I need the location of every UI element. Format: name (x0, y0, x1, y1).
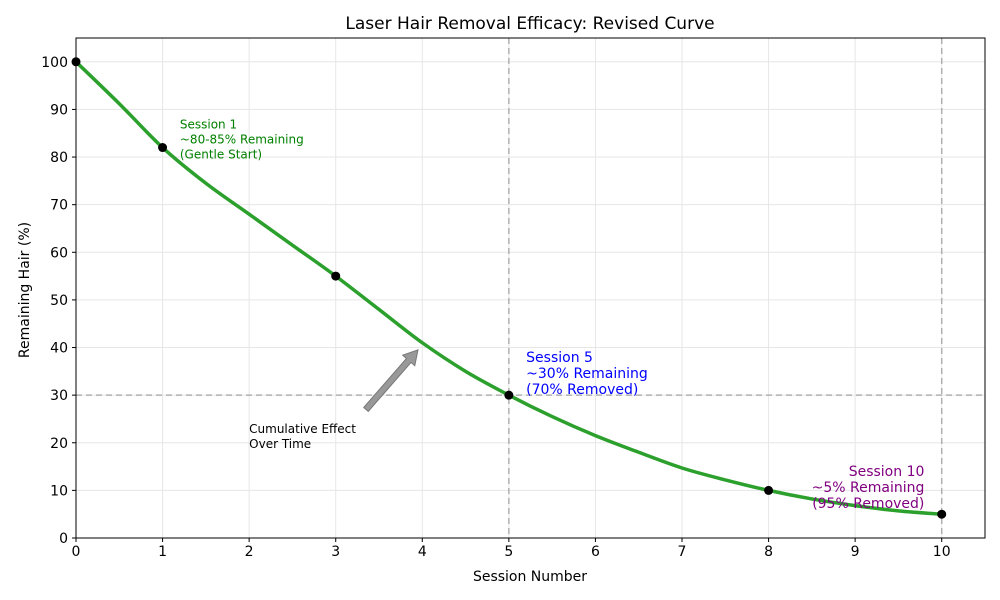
y-tick-label: 50 (50, 293, 68, 309)
x-tick-label: 9 (851, 544, 860, 560)
x-tick-label: 4 (418, 544, 427, 560)
data-point-1 (158, 143, 168, 153)
y-tick-label: 90 (50, 102, 68, 118)
annotation-line: (95% Removed) (812, 496, 924, 512)
data-point-10 (937, 509, 947, 519)
annotation-session10: Session 10 ~5% Remaining (95% Removed) (812, 464, 925, 512)
annotation-line: ~80-85% Remaining (180, 132, 304, 146)
x-axis-ticks: 0 1 2 3 4 5 6 7 8 9 10 (72, 538, 951, 560)
y-tick-label: 70 (50, 198, 68, 214)
y-axis-ticks: 0 10 20 30 40 50 60 70 80 90 100 (41, 55, 76, 547)
data-point-3 (331, 271, 341, 281)
annotation-line: Session 1 (180, 117, 237, 131)
y-tick-label: 60 (50, 245, 68, 261)
annotation-line: (70% Removed) (526, 382, 638, 398)
annotation-session5: Session 5 ~30% Remaining (70% Removed) (526, 350, 648, 398)
annotation-line: ~30% Remaining (526, 366, 648, 382)
grid (75, 38, 985, 539)
annotation-cumulative: Cumulative Effect Over Time (249, 422, 356, 451)
x-tick-label: 2 (245, 544, 254, 560)
y-axis-label: Remaining Hair (%) (17, 222, 33, 358)
x-tick-label: 5 (504, 544, 513, 560)
chart-title: Laser Hair Removal Efficacy: Revised Cur… (345, 14, 714, 34)
annotations-layer: Session 1 ~80-85% Remaining (Gentle Start)… (180, 117, 925, 512)
x-tick-label: 6 (591, 544, 600, 560)
annotation-line: Session 10 (849, 464, 925, 480)
annotation-line: Cumulative Effect (249, 422, 356, 436)
arrow-layer (363, 349, 419, 413)
y-tick-label: 10 (50, 483, 68, 499)
reference-lines (76, 38, 985, 538)
annotation-line: (Gentle Start) (180, 147, 262, 161)
x-tick-label: 10 (933, 544, 951, 560)
arrow-annotation (363, 349, 419, 413)
y-tick-label: 100 (41, 55, 68, 71)
y-tick-label: 20 (50, 436, 68, 452)
markers-layer (71, 57, 947, 519)
annotation-line: Session 5 (526, 350, 593, 366)
x-tick-label: 1 (158, 544, 167, 560)
y-tick-label: 40 (50, 341, 68, 357)
data-point-8 (764, 485, 774, 495)
x-axis-label: Session Number (473, 569, 587, 585)
x-tick-label: 8 (764, 544, 773, 560)
y-tick-label: 0 (59, 531, 68, 547)
x-tick-label: 7 (678, 544, 687, 560)
x-tick-label: 0 (72, 544, 81, 560)
data-point-5 (504, 390, 514, 400)
y-tick-label: 80 (50, 150, 68, 166)
plot-frame (75, 37, 986, 539)
annotation-line: Over Time (249, 437, 311, 451)
annotation-line: ~5% Remaining (812, 480, 925, 496)
x-tick-label: 3 (331, 544, 340, 560)
annotation-session1: Session 1 ~80-85% Remaining (Gentle Start) (180, 117, 304, 161)
y-tick-label: 30 (50, 388, 68, 404)
